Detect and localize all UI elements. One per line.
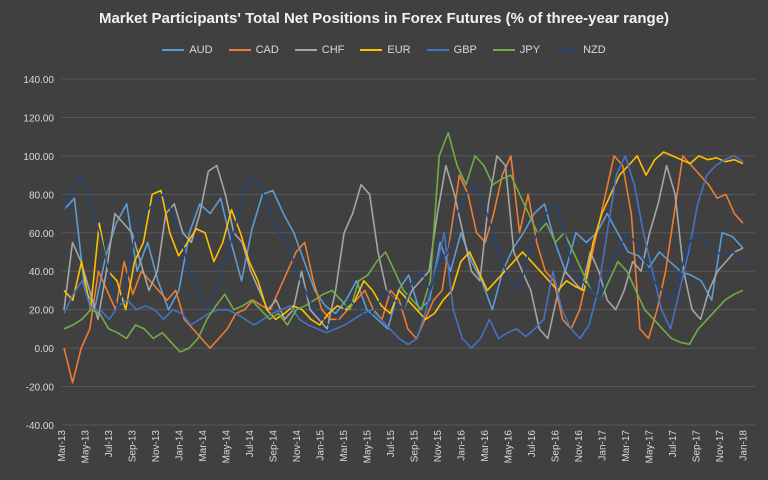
x-tick-label: Nov-14 [292, 430, 303, 463]
legend-item-jpy: JPY [492, 44, 541, 56]
x-tick-label: Jul-15 [386, 430, 397, 458]
x-tick-label: Mar-14 [198, 430, 209, 462]
legend-label: CHF [321, 44, 345, 56]
y-tick-label: -20.00 [26, 383, 55, 394]
series-line-eur [63, 151, 744, 326]
legend-item-cad: CAD [228, 44, 279, 56]
y-tick-label: 60.00 [29, 229, 54, 240]
x-tick-label: Nov-17 [715, 430, 726, 463]
y-tick-label: 140.00 [23, 75, 54, 86]
x-tick-label: Sep-15 [409, 430, 420, 463]
x-tick-label: Jan-16 [456, 430, 467, 461]
legend-item-nzd: NZD [556, 44, 606, 56]
legend-swatch [426, 49, 449, 51]
legend-label: CAD [255, 44, 279, 56]
y-tick-label: 20.00 [29, 306, 54, 317]
y-tick-label: 40.00 [29, 267, 54, 278]
legend-label: GBP [453, 44, 477, 56]
legend-label: JPY [519, 44, 541, 56]
legend-item-aud: AUD [162, 44, 213, 56]
legend-item-chf: CHF [294, 44, 345, 56]
x-tick-label: May-17 [644, 430, 655, 464]
legend-swatch [162, 49, 185, 51]
x-tick-label: May-15 [362, 430, 373, 464]
x-tick-label: Jul-14 [245, 430, 256, 458]
chart-title: Market Participants' Total Net Positions… [98, 10, 670, 27]
x-tick-label: May-16 [503, 430, 514, 464]
x-tick-label: Jul-13 [104, 430, 115, 458]
x-tick-label: Sep-17 [691, 430, 702, 463]
x-tick-label: Mar-17 [621, 430, 632, 462]
series-line-nzd [63, 174, 744, 330]
x-tick-label: Sep-16 [550, 430, 561, 463]
x-tick-label: Mar-16 [480, 430, 491, 462]
x-tick-label: Jan-14 [174, 430, 185, 461]
x-tick-label: Nov-13 [151, 430, 162, 463]
y-tick-label: -40.00 [26, 421, 55, 432]
x-tick-label: Sep-14 [268, 430, 279, 463]
x-tick-label: Jan-17 [597, 430, 608, 461]
x-tick-label: Mar-15 [339, 430, 350, 462]
legend-item-eur: EUR [360, 44, 411, 56]
x-tick-label: Sep-13 [127, 430, 138, 463]
legend-swatch [294, 49, 317, 51]
x-tick-label: May-13 [80, 430, 91, 464]
x-tick-label: Jul-16 [527, 430, 538, 458]
x-tick-label: Jul-17 [668, 430, 679, 458]
legend-swatch [228, 49, 251, 51]
y-tick-label: 0.00 [35, 344, 55, 355]
legend-item-gbp: GBP [426, 44, 477, 56]
y-tick-label: 120.00 [23, 113, 54, 124]
legend: AUD CAD CHF EUR GBP JPY NZD [0, 44, 768, 56]
series-line-jpy [63, 132, 744, 353]
series-line-chf [63, 155, 744, 340]
legend-swatch [492, 49, 515, 51]
legend-label: AUD [189, 44, 213, 56]
x-tick-label: May-14 [221, 430, 232, 464]
legend-label: NZD [583, 44, 606, 56]
series-line-gbp [63, 155, 744, 349]
y-tick-label: 80.00 [29, 190, 54, 201]
legend-swatch [556, 49, 579, 51]
legend-label: EUR [387, 44, 411, 56]
x-tick-label: Jan-18 [738, 430, 749, 461]
y-tick-label: 100.00 [23, 152, 54, 163]
x-tick-label: Jan-15 [315, 430, 326, 461]
x-tick-label: Mar-13 [57, 430, 68, 462]
series-line-cad [63, 155, 744, 384]
x-tick-label: Nov-16 [574, 430, 585, 463]
x-tick-label: Nov-15 [433, 430, 444, 463]
legend-swatch [360, 49, 383, 51]
